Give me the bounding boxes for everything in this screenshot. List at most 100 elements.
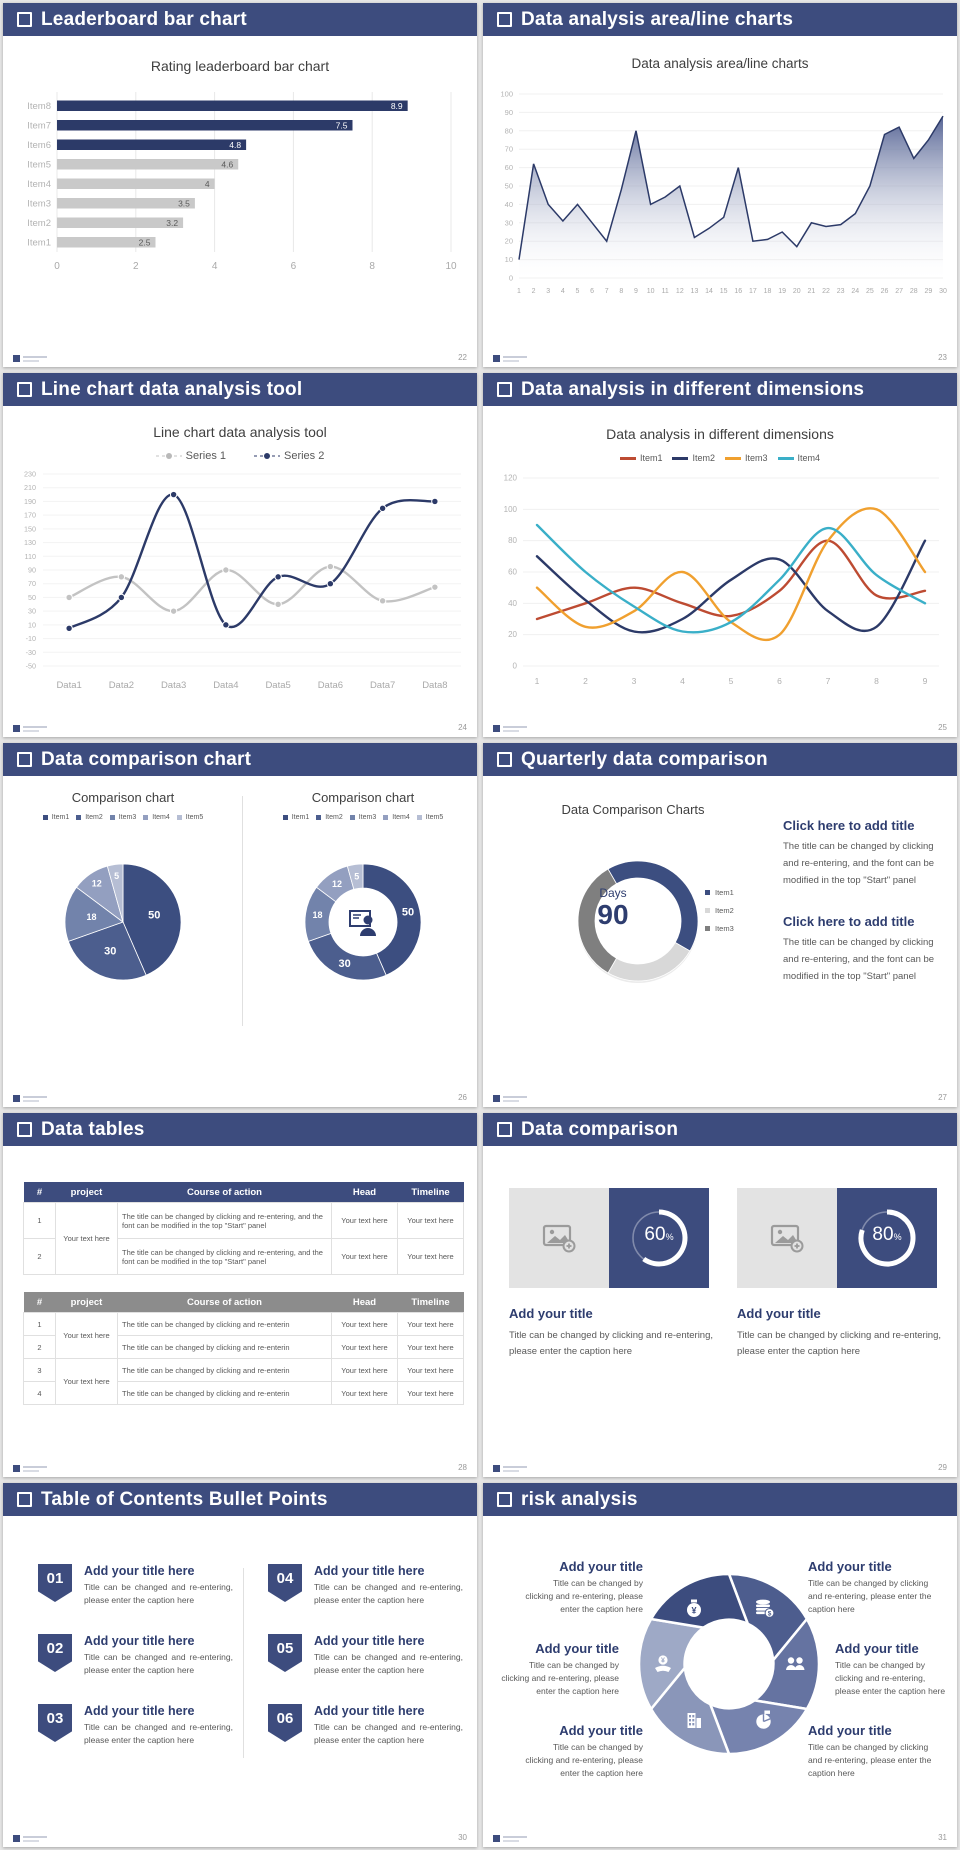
multi-line-chart: 0 20 40 60 80 100 120 1 2 3 4 5 6 7 8 9	[504, 474, 939, 686]
svg-text:18: 18	[86, 912, 96, 922]
legend-item1: Item1	[619, 453, 662, 463]
toc-item-05: 05 Add your title here Title can be chang…	[268, 1634, 463, 1677]
page-number: 22	[458, 353, 467, 362]
slide-data-comparison-pies[interactable]: Data comparison chart Comparison chart C…	[3, 743, 477, 1107]
square-bullet-icon	[17, 1122, 32, 1137]
svg-text:4.6: 4.6	[221, 160, 233, 170]
number-badge: 05	[268, 1634, 302, 1672]
image-placeholder-icon	[770, 1224, 804, 1253]
risk-title: Add your title	[808, 1723, 892, 1738]
legend-item: Item3	[109, 814, 136, 821]
building-icon	[687, 1713, 701, 1728]
svg-text:4: 4	[205, 179, 210, 189]
item2-swatch-icon	[672, 456, 689, 460]
block2-title: Click here to add title	[783, 914, 915, 929]
slide-leaderboard-bar-chart[interactable]: Leaderboard bar chart Rating leaderboard…	[3, 3, 477, 367]
risk-title: Add your title	[535, 1641, 619, 1656]
legend-item: Item1	[705, 888, 734, 897]
svg-text:0: 0	[509, 274, 513, 283]
slide-header: Quarterly data comparison	[483, 743, 957, 776]
svg-text:6: 6	[777, 676, 782, 686]
svg-text:Item1: Item1	[27, 238, 51, 249]
svg-text:18: 18	[313, 910, 323, 920]
slide-toc-bullet-points[interactable]: Table of Contents Bullet Points 01 Add y…	[3, 1483, 477, 1847]
svg-text:24: 24	[851, 288, 859, 295]
page-number: 27	[938, 1093, 947, 1102]
chart-legend: Series 1 Series 2	[3, 450, 477, 462]
slide-header: Line chart data analysis tool	[3, 373, 477, 406]
slide-data-comparison-cards[interactable]: Data comparison 60% Add your title Title…	[483, 1113, 957, 1477]
svg-text:Item8: Item8	[27, 101, 51, 112]
item3-swatch-icon	[725, 456, 741, 460]
svg-text:10: 10	[445, 261, 457, 272]
square-bullet-icon	[497, 1492, 512, 1507]
svg-text:-30: -30	[26, 648, 36, 657]
square-bullet-icon	[17, 382, 32, 397]
slide-header-title: Data comparison	[521, 1118, 679, 1140]
square-bullet-icon	[497, 1122, 512, 1137]
svg-text:3.5: 3.5	[178, 199, 190, 209]
svg-text:20: 20	[508, 630, 517, 639]
svg-text:6: 6	[291, 261, 297, 272]
svg-text:170: 170	[24, 511, 36, 520]
card-caption: Title can be changed by clicking and re-…	[737, 1330, 942, 1357]
svg-text:7.5: 7.5	[336, 121, 348, 131]
slide-header: Data comparison chart	[3, 743, 477, 776]
comparison-card: 60% Add your title Title can be changed …	[509, 1188, 713, 1408]
slide-header-title: Quarterly data comparison	[521, 748, 768, 770]
brand-logo	[13, 1465, 47, 1472]
page-number: 26	[458, 1093, 467, 1102]
page-number: 31	[938, 1833, 947, 1842]
svg-text:150: 150	[24, 524, 36, 533]
legend-item-series2: Series 2	[254, 450, 324, 462]
slide-quarterly-comparison[interactable]: Quarterly data comparison Data Compariso…	[483, 743, 957, 1107]
series2-swatch-icon	[254, 453, 280, 459]
toc-item-02: 02 Add your title here Title can be chang…	[38, 1634, 233, 1677]
svg-text:¥: ¥	[691, 1606, 696, 1616]
svg-text:¥: ¥	[661, 1658, 665, 1665]
slide-risk-analysis[interactable]: risk analysis ¥ $ ¥ Add your title Title…	[483, 1483, 957, 1847]
svg-text:10: 10	[505, 255, 513, 264]
svg-text:16: 16	[734, 288, 742, 295]
svg-text:14: 14	[705, 288, 713, 295]
risk-block-top-left: Add your title Title can be changed by c…	[523, 1559, 643, 1617]
svg-text:70: 70	[28, 579, 36, 588]
slide-data-tables[interactable]: Data tables # project Course of action Head…	[3, 1113, 477, 1477]
toc-caption: Title can be changed and re-entering, pl…	[314, 1722, 463, 1745]
donut-chart: 50 30 18 12 5	[304, 863, 422, 981]
legend-item: Item1	[42, 814, 69, 821]
progress-panel: 80%	[837, 1188, 937, 1288]
slide-area-line-charts[interactable]: Data analysis area/line charts Data anal…	[483, 3, 957, 367]
svg-text:90: 90	[505, 108, 513, 117]
brand-logo	[493, 1095, 527, 1102]
svg-text:2: 2	[133, 261, 139, 272]
risk-block-mid-left: Add your title Title can be changed by c…	[501, 1641, 619, 1699]
slide-header-title: Line chart data analysis tool	[41, 378, 303, 400]
svg-text:7: 7	[605, 288, 609, 295]
svg-text:70: 70	[505, 145, 513, 154]
svg-text:50: 50	[402, 907, 414, 919]
page-number: 28	[458, 1463, 467, 1472]
svg-text:-10: -10	[26, 634, 36, 643]
image-placeholder	[737, 1188, 837, 1288]
slide-line-chart-tool[interactable]: Line chart data analysis tool Line chart…	[3, 373, 477, 737]
svg-text:1: 1	[535, 676, 540, 686]
svg-text:11: 11	[662, 288, 669, 295]
slide-dimensions-line-chart[interactable]: Data analysis in different dimensions Da…	[483, 373, 957, 737]
slide-header-title: Data comparison chart	[41, 748, 252, 770]
legend-item3: Item3	[725, 453, 768, 463]
svg-text:30: 30	[28, 607, 36, 616]
svg-text:4.8: 4.8	[229, 140, 241, 150]
slide-header-title: Data analysis area/line charts	[521, 8, 794, 30]
svg-text:Item5: Item5	[27, 160, 51, 171]
series1-swatch-icon	[155, 453, 182, 459]
risk-block-bottom-left: Add your title Title can be changed by c…	[523, 1723, 643, 1781]
page-number: 23	[938, 353, 947, 362]
svg-text:80: 80	[505, 126, 513, 135]
svg-text:Data4: Data4	[213, 680, 238, 691]
svg-text:Data2: Data2	[109, 680, 134, 691]
svg-text:2.5: 2.5	[139, 238, 151, 248]
brand-logo	[493, 1835, 527, 1842]
svg-text:25: 25	[866, 288, 874, 295]
svg-text:9: 9	[923, 676, 928, 686]
